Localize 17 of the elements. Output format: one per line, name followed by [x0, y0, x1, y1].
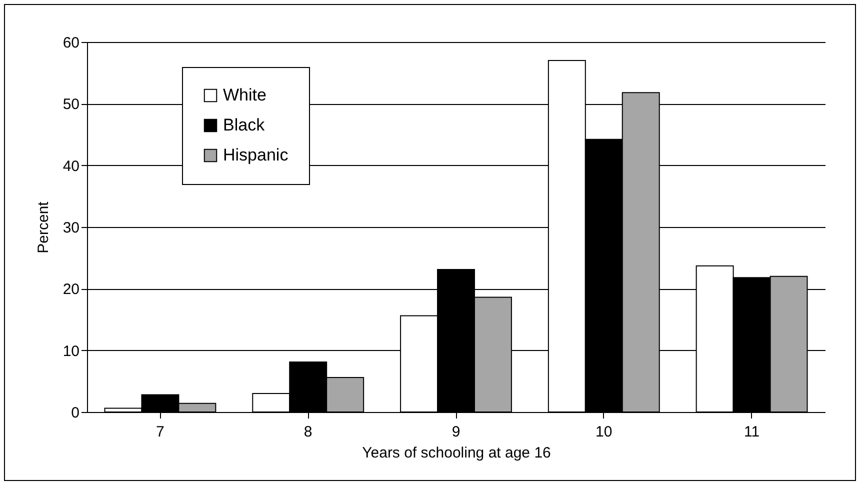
y-axis-title: Percent: [34, 200, 52, 254]
legend-label: Black: [223, 116, 266, 134]
x-axis-title: Years of schooling at age 16: [362, 444, 551, 462]
y-tick-label: 50: [62, 96, 80, 114]
x-tick-label: 10: [596, 424, 612, 440]
y-tick-label: 10: [62, 342, 80, 360]
y-tick-label: 30: [62, 220, 80, 236]
y-tick-label: 20: [62, 281, 80, 298]
x-tick-label: 7: [156, 424, 164, 440]
legend-label: Hispanic: [223, 146, 289, 164]
x-tick-label: 11: [744, 424, 760, 440]
x-tick-label: 8: [304, 424, 312, 440]
y-tick-label: 40: [62, 158, 80, 175]
x-tick-label: 9: [452, 424, 460, 440]
y-tick-label: 60: [62, 34, 80, 52]
legend-label: White: [223, 86, 266, 104]
y-tick-label: 0: [71, 404, 80, 422]
